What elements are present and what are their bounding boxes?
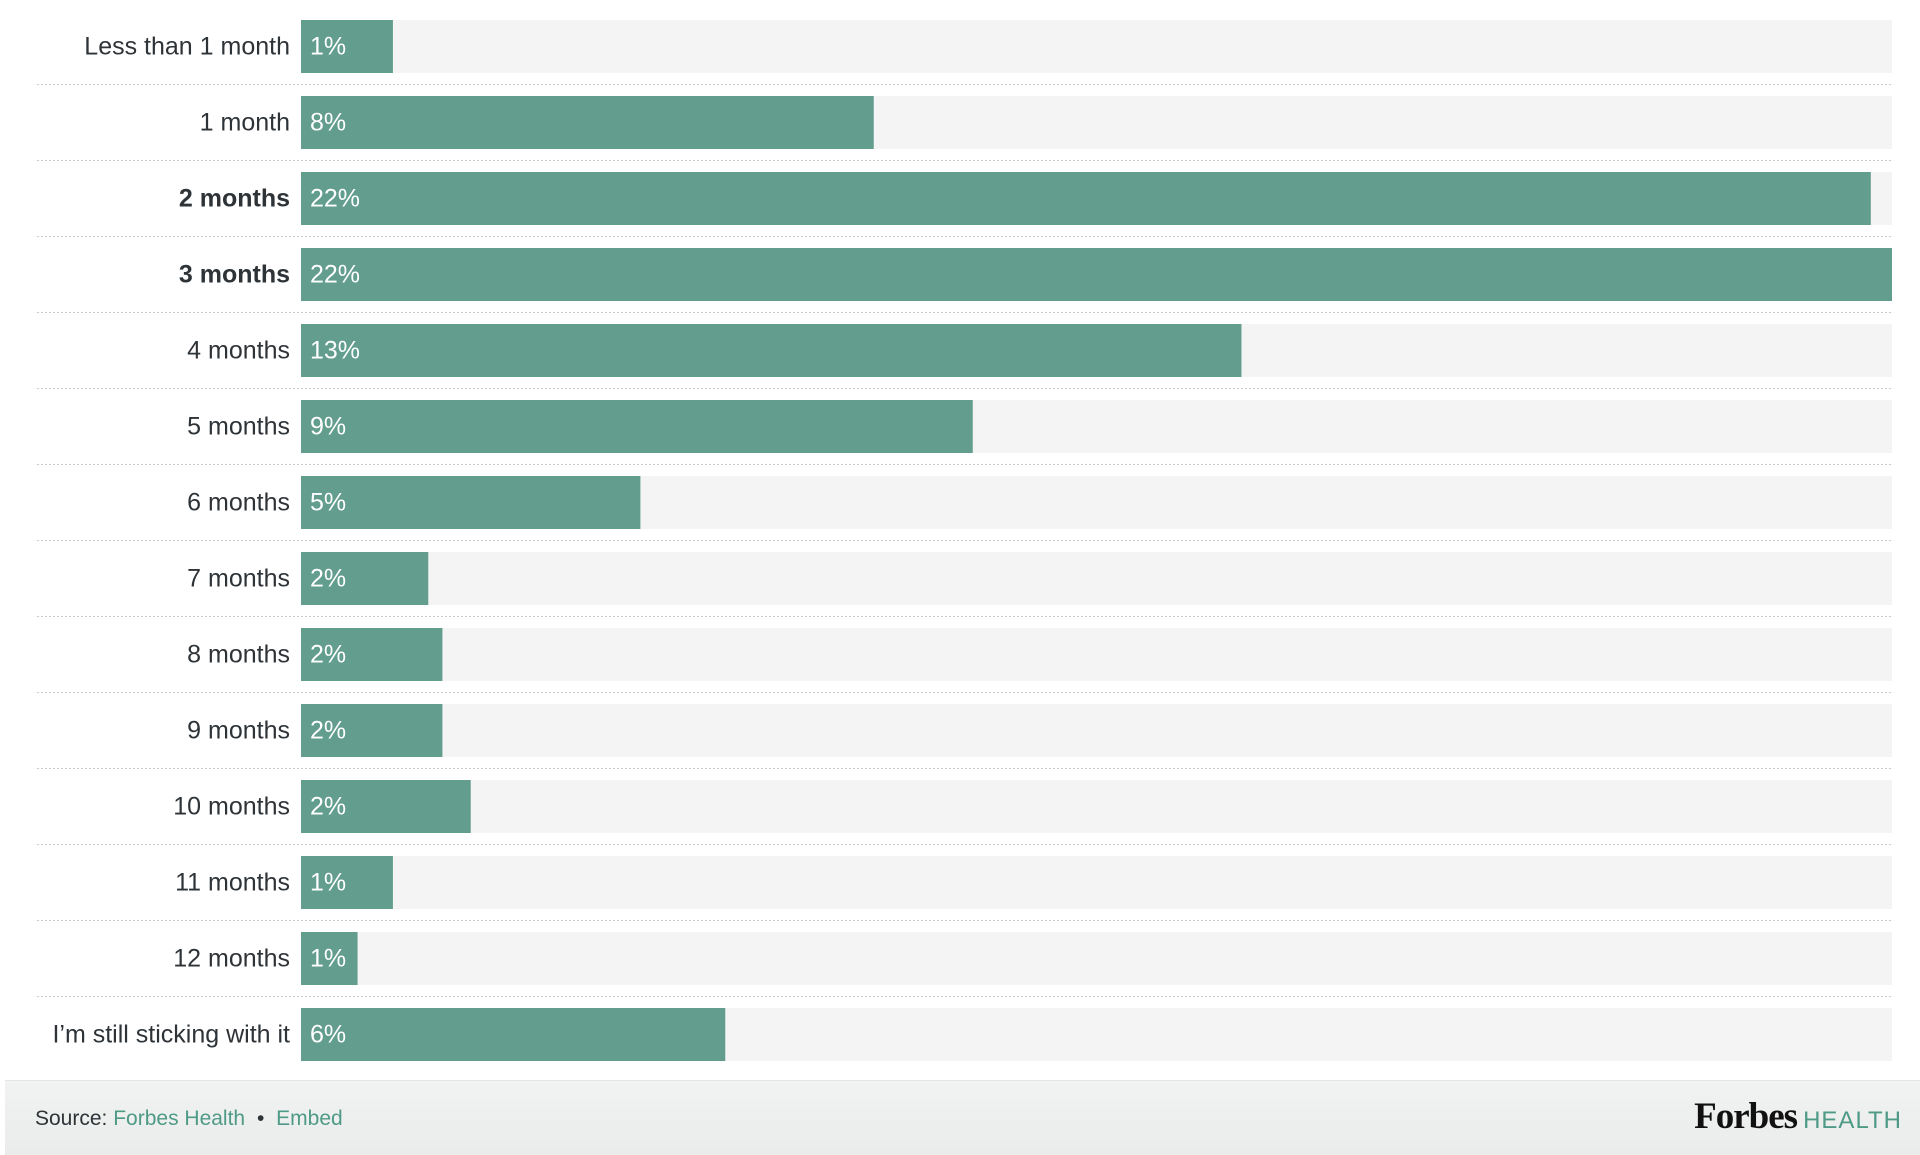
- source-link[interactable]: Forbes Health: [113, 1107, 246, 1130]
- bar: [301, 96, 874, 149]
- category-label: I’m still sticking with it: [52, 1021, 290, 1049]
- bar: [301, 476, 641, 529]
- source-prefix: Source:: [35, 1107, 108, 1130]
- category-label: 6 months: [187, 489, 290, 517]
- bar: [301, 932, 358, 985]
- value-label: 13%: [310, 337, 360, 365]
- value-label: 9%: [310, 413, 346, 441]
- bar-track: [301, 856, 1892, 909]
- bar-track: [301, 932, 1892, 985]
- bar: [301, 628, 443, 681]
- bar: [301, 552, 429, 605]
- value-label: 8%: [310, 109, 346, 137]
- bar-track: [301, 552, 1892, 605]
- bar-track: [301, 780, 1892, 833]
- value-label: 2%: [310, 641, 346, 669]
- value-label: 5%: [310, 489, 346, 517]
- logo-section: HEALTH: [1803, 1107, 1902, 1134]
- source-separator: •: [256, 1107, 265, 1130]
- source-line: Source: Forbes Health • Embed: [35, 1107, 343, 1131]
- value-label: 1%: [310, 33, 346, 61]
- category-label: 11 months: [175, 869, 290, 897]
- bar: [301, 20, 393, 73]
- category-label: 5 months: [187, 413, 290, 441]
- forbes-health-logo: Forbes HEALTH: [1694, 1095, 1902, 1138]
- bar: [301, 780, 471, 833]
- category-label: 7 months: [187, 565, 290, 593]
- bar: [301, 324, 1242, 377]
- category-label: 12 months: [173, 945, 290, 973]
- value-label: 6%: [310, 1021, 346, 1049]
- bar-track: [301, 628, 1892, 681]
- category-label: 8 months: [187, 641, 290, 669]
- value-label: 22%: [310, 261, 360, 289]
- value-label: 2%: [310, 793, 346, 821]
- value-label: 22%: [310, 185, 360, 213]
- value-label: 1%: [310, 869, 346, 897]
- bar: [301, 400, 973, 453]
- category-label: 1 month: [200, 109, 290, 137]
- category-label: 4 months: [187, 337, 290, 365]
- bar: [301, 704, 443, 757]
- bar-track: [301, 704, 1892, 757]
- category-label: 10 months: [173, 793, 290, 821]
- bar: [301, 1008, 726, 1061]
- value-label: 1%: [310, 945, 346, 973]
- category-label: 2 months: [179, 185, 290, 213]
- category-label: 9 months: [187, 717, 290, 745]
- category-label: Less than 1 month: [84, 33, 290, 61]
- value-label: 2%: [310, 717, 346, 745]
- bar: [301, 856, 393, 909]
- chart-footer: Source: Forbes Health • Embed Forbes HEAL…: [5, 1080, 1920, 1155]
- bar: [301, 248, 1892, 301]
- bar: [301, 172, 1871, 225]
- value-label: 2%: [310, 565, 346, 593]
- logo-brand: Forbes: [1694, 1096, 1798, 1137]
- bar-track: [301, 20, 1892, 73]
- category-label: 3 months: [179, 261, 290, 289]
- bar-chart: Less than 1 month 1% 1 month 8% 2 months 22% 3…: [37, 20, 1892, 1061]
- embed-link[interactable]: Embed: [276, 1107, 343, 1130]
